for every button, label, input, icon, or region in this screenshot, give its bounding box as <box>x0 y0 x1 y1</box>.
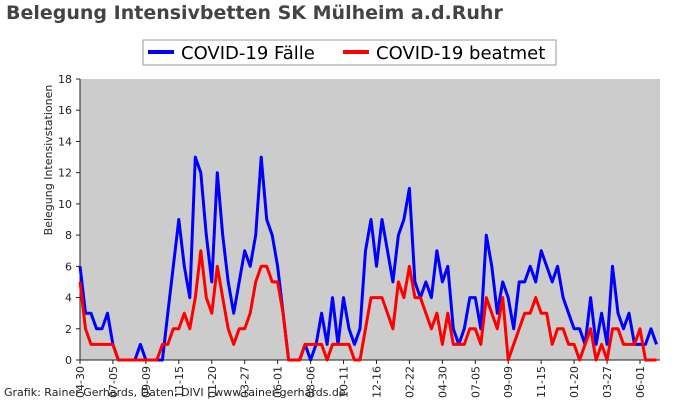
y-tick-label: 2 <box>65 323 72 336</box>
x-tick-label: 11-15 <box>535 366 548 398</box>
y-tick-label: 12 <box>58 167 72 180</box>
y-tick-label: 16 <box>58 104 72 117</box>
series-line <box>78 249 657 362</box>
y-tick-label: 4 <box>65 292 72 305</box>
legend: COVID-19 Fälle COVID-19 beatmet <box>142 39 557 66</box>
legend-label: COVID-19 beatmet <box>376 43 545 64</box>
x-tick-label: 01-20 <box>206 366 219 398</box>
x-tick-label: 12-16 <box>370 366 383 398</box>
y-tick-label: 6 <box>65 260 72 273</box>
footer: Grafik: Rainer Gerhards, Daten: DIVI | w… <box>4 386 346 399</box>
chart-title: Belegung Intensivbetten SK Mülheim a.d.R… <box>6 2 503 24</box>
x-tick-label: 04-30 <box>436 366 449 398</box>
x-tick-label: 11-15 <box>173 366 186 398</box>
x-tick-label: 08-06 <box>305 366 318 398</box>
y-tick-label: 0 <box>65 354 72 367</box>
x-tick-label: 07-05 <box>107 366 120 398</box>
x-tick-label: 10-11 <box>338 366 351 398</box>
y-tick-label: 8 <box>65 229 72 242</box>
x-tick-label: 03-27 <box>239 366 252 398</box>
y-tick-label: 14 <box>58 135 72 148</box>
x-tick-label: 06-01 <box>634 366 647 398</box>
x-tick-label: 02-22 <box>403 366 416 398</box>
x-tick-label: 04-30 <box>74 366 87 398</box>
x-tick-label: 07-05 <box>469 366 482 398</box>
y-tick-label: 18 <box>58 73 72 86</box>
x-tick-label: 03-27 <box>601 366 614 398</box>
y-axis-title: Belegung Intensivstationen <box>42 85 55 236</box>
x-tick-label: 01-20 <box>568 366 581 398</box>
y-tick-label: 10 <box>58 198 72 211</box>
series-line <box>78 155 658 362</box>
x-tick-label: 09-09 <box>502 366 515 398</box>
legend-label: COVID-19 Fälle <box>181 43 315 64</box>
x-tick-label: 09-09 <box>140 366 153 398</box>
x-tick-label: 06-01 <box>272 366 285 398</box>
